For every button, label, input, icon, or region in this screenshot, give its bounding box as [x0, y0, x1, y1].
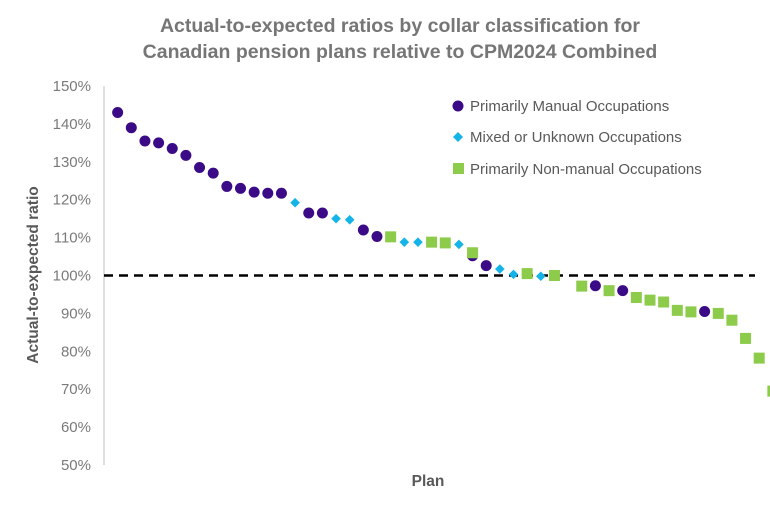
- data-point-nonmanual: [521, 268, 533, 280]
- data-point-nonmanual: [467, 247, 479, 259]
- data-point-nonmanual: [671, 304, 683, 316]
- y-axis-ticks: 150% 140% 130% 120% 110% 100% 90% 80% 70% 60% 50%: [53, 78, 91, 474]
- data-point-manual: [357, 224, 369, 236]
- y-tick-label: 120%: [53, 192, 91, 209]
- data-point-nonmanual: [603, 285, 615, 297]
- data-point-manual: [371, 230, 383, 242]
- legend-marker-nonmanual-square: [453, 163, 464, 174]
- data-point-mixed: [413, 237, 423, 247]
- legend-marker-mixed-diamond: [453, 132, 463, 142]
- data-point-manual: [316, 207, 328, 219]
- legend: Primarily Manual Occupations Mixed or Un…: [452, 98, 702, 178]
- data-point-manual: [589, 280, 601, 292]
- data-point-manual: [303, 207, 315, 219]
- legend-label-manual: Primarily Manual Occupations: [470, 98, 669, 115]
- y-tick-label: 110%: [54, 230, 91, 247]
- data-points: [112, 107, 770, 397]
- data-point-mixed: [495, 264, 505, 274]
- data-point-manual: [112, 107, 124, 119]
- data-point-nonmanual: [740, 332, 752, 344]
- data-point-mixed: [290, 197, 300, 208]
- legend-marker-manual-circle: [452, 100, 464, 112]
- data-point-manual: [180, 149, 192, 161]
- data-point-manual: [153, 137, 165, 149]
- data-point-nonmanual: [685, 306, 697, 318]
- data-point-manual: [275, 187, 287, 199]
- data-point-manual: [699, 306, 711, 318]
- data-point-nonmanual: [658, 296, 670, 308]
- data-point-manual: [139, 135, 151, 147]
- y-tick-label: 60%: [61, 419, 91, 436]
- y-tick-label: 130%: [53, 154, 91, 171]
- data-point-nonmanual: [726, 314, 738, 326]
- data-point-manual: [221, 180, 233, 192]
- data-point-manual: [617, 285, 629, 297]
- legend-label-nonmanual: Primarily Non-manual Occupations: [470, 161, 702, 178]
- data-point-mixed: [344, 214, 355, 225]
- x-axis-label: Plan: [412, 473, 445, 490]
- data-point-nonmanual: [630, 291, 642, 303]
- data-point-manual: [235, 182, 246, 194]
- data-point-nonmanual: [767, 385, 770, 397]
- chart-title-line-2: Canadian pension plans relative to CPM20…: [143, 41, 658, 63]
- y-tick-label: 80%: [61, 343, 91, 360]
- data-point-manual: [480, 260, 492, 272]
- data-point-mixed: [508, 269, 519, 280]
- y-axis-label: Actual-to-expected ratio: [25, 186, 42, 363]
- data-point-manual: [207, 167, 219, 179]
- data-point-manual: [262, 187, 274, 199]
- data-point-nonmanual: [644, 294, 656, 306]
- data-point-manual: [125, 122, 137, 134]
- data-point-mixed: [399, 237, 410, 247]
- data-point-nonmanual: [753, 352, 765, 364]
- chart-title-line-1: Actual-to-expected ratios by collar clas…: [160, 15, 640, 37]
- data-point-nonmanual: [548, 270, 560, 281]
- y-tick-label: 90%: [61, 305, 91, 322]
- y-tick-label: 150%: [53, 78, 91, 95]
- y-tick-label: 140%: [53, 116, 91, 133]
- legend-label-mixed: Mixed or Unknown Occupations: [470, 129, 682, 146]
- y-tick-label: 100%: [53, 268, 91, 285]
- data-point-mixed: [331, 213, 341, 224]
- data-point-nonmanual: [426, 236, 438, 248]
- data-point-mixed: [536, 271, 546, 282]
- data-point-manual: [166, 143, 178, 155]
- data-point-manual: [248, 186, 260, 198]
- data-point-manual: [194, 161, 206, 173]
- data-point-nonmanual: [712, 307, 724, 319]
- y-tick-label: 70%: [61, 381, 91, 398]
- data-point-nonmanual: [576, 280, 588, 292]
- data-point-nonmanual: [385, 231, 397, 243]
- y-tick-label: 50%: [61, 457, 91, 474]
- data-point-mixed: [454, 239, 464, 250]
- data-point-nonmanual: [439, 237, 451, 249]
